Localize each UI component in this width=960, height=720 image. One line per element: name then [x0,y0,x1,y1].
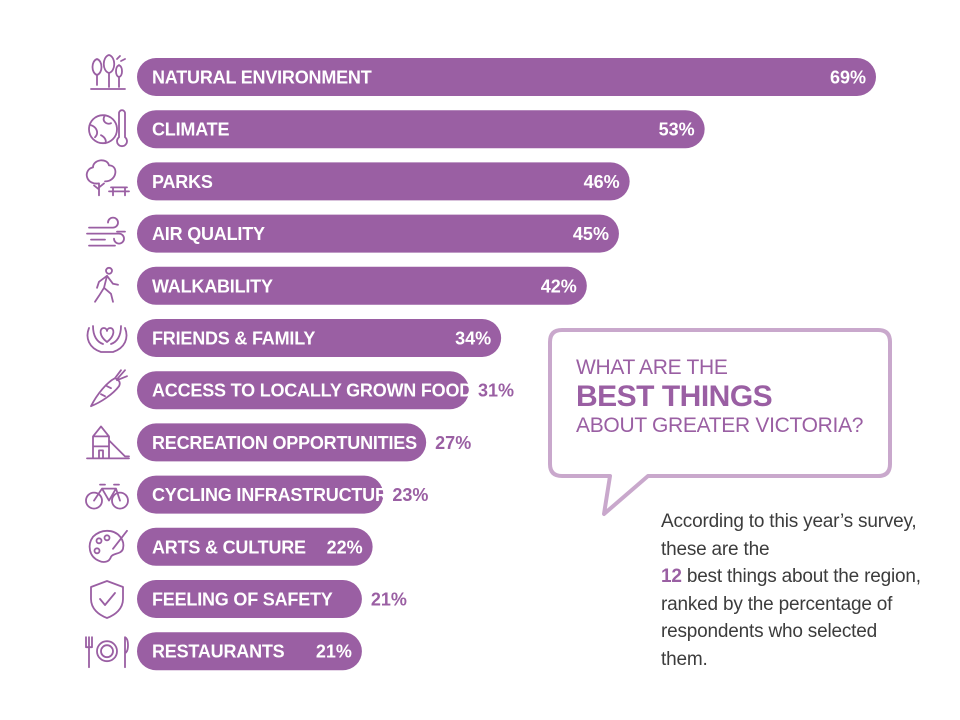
bar-label: FRIENDS & FAMILY [152,329,315,349]
note-number: 12 [661,566,682,587]
callout-bubble [548,328,892,516]
bar [137,371,470,410]
bar-label: RESTAURANTS [152,642,285,662]
bar [137,214,619,253]
value-label: 27% [435,433,471,453]
bar-row-arts-culture: ARTS & CULTURE 22% [88,527,373,566]
bar-row-parks: PARKS 46% [85,159,630,201]
plate-cutlery-icon [85,636,129,669]
walking-person-icon [94,266,119,303]
note-part-1: According to this year’s survey, these a… [661,511,917,560]
value-label: 46% [584,172,620,192]
bar-label: NATURAL ENVIRONMENT [152,68,372,88]
bar-row-friends-family: FRIENDS & FAMILY 34% [86,319,502,357]
bar-label: WALKABILITY [152,276,273,296]
bar [137,527,373,566]
trees-icon [90,54,126,90]
bar [137,632,362,671]
wind-icon [86,216,126,247]
callout-line-1: WHAT ARE THE [576,356,728,379]
park-tree-bench-icon [85,159,130,197]
bar [137,58,876,96]
bar-label: ARTS & CULTURE [152,537,306,557]
callout-border [548,328,892,516]
hands-heart-icon [86,325,128,353]
bar [137,423,427,462]
value-label: 42% [541,276,577,296]
bar-row-natural-environment: NATURAL ENVIRONMENT 69% [90,54,876,96]
bicycle-icon [85,483,129,510]
bar-label: ACCESS TO LOCALLY GROWN FOOD [152,381,472,401]
playground-slide-icon [86,425,130,460]
bar [137,580,362,618]
value-label: 34% [455,329,491,349]
value-label: 21% [316,642,352,662]
bar-label: AIR QUALITY [152,224,265,244]
value-label: 31% [478,381,514,401]
value-label: 69% [830,68,866,88]
bar-row-safety: FEELING OF SAFETY 21% [90,580,407,619]
bar [137,475,384,514]
value-label: 45% [573,224,609,244]
bar-row-walkability: WALKABILITY 42% [94,266,587,305]
bar-row-locally-grown-food: ACCESS TO LOCALLY GROWN FOOD 31% [90,369,514,410]
bar [137,266,587,305]
art-palette-icon [88,529,128,563]
shield-check-icon [90,580,124,619]
bar-label: PARKS [152,172,213,192]
value-label: 21% [371,590,407,610]
bar-row-recreation: RECREATION OPPORTUNITIES 27% [86,423,471,462]
callout-text: WHAT ARE THE BEST THINGS ABOUT GREATER V… [576,356,876,438]
bar-row-climate: CLIMATE 53% [88,109,705,149]
carrot-icon [90,369,128,408]
bar [137,319,502,357]
value-label: 53% [659,120,695,140]
bar [137,162,630,201]
bar-row-restaurants: RESTAURANTS 21% [85,632,362,671]
bar-label: FEELING OF SAFETY [152,590,333,610]
callout-headline: BEST THINGS [576,380,773,413]
note-part-2: best things about the region, ranked by … [661,566,921,670]
survey-note: According to this year’s survey, these a… [661,508,921,673]
bar-label: CYCLING INFRASTRUCTURE [152,485,400,505]
callout-line-3: ABOUT GREATER VICTORIA? [576,414,864,437]
globe-thermometer-icon [88,109,128,148]
bar [137,110,705,149]
bar-row-air-quality: AIR QUALITY 45% [86,214,619,253]
value-label: 23% [392,485,428,505]
bar-label: CLIMATE [152,120,229,140]
value-label: 22% [327,537,363,557]
bar-label: RECREATION OPPORTUNITIES [152,433,417,453]
